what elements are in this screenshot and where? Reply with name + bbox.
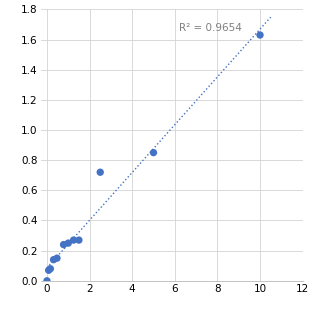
Point [61,242,66,247]
Text: R² = 0.9654: R² = 0.9654 [179,23,242,33]
Point [257,32,262,37]
Point [46,268,51,273]
Point [48,266,53,271]
Point [71,238,76,243]
Point [44,278,49,283]
Point [51,257,56,262]
Point [55,256,60,261]
Point [151,150,156,155]
Point [66,241,71,246]
Point [76,238,81,243]
Point [98,170,103,175]
